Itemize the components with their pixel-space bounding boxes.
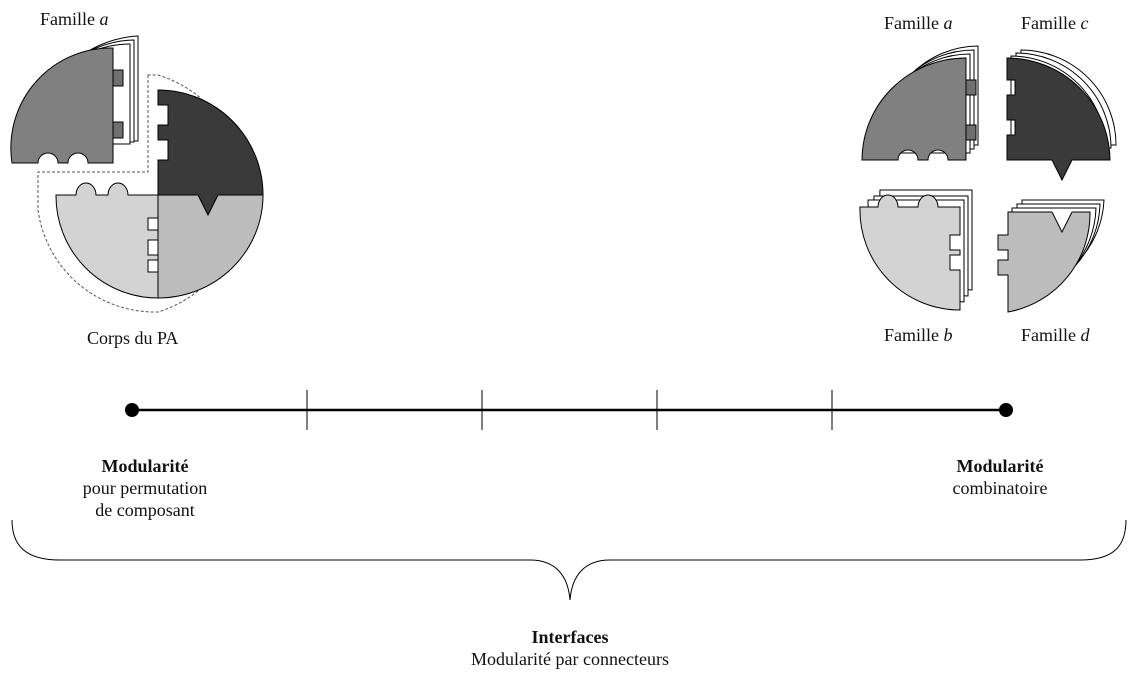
body-label: Corps du PA bbox=[87, 328, 179, 348]
left-family-a-piece bbox=[10, 35, 139, 164]
right-scale-title: Modularité bbox=[956, 456, 1044, 476]
right-family-c-piece bbox=[1006, 49, 1117, 182]
left-assembly bbox=[10, 35, 264, 313]
left-family-b-piece bbox=[55, 182, 159, 299]
scale-right-endpoint bbox=[999, 403, 1013, 417]
right-family-a-label: Famille a bbox=[884, 13, 953, 33]
right-scale-line1: combinatoire bbox=[952, 478, 1048, 498]
right-family-b-label: Famille b bbox=[884, 325, 953, 345]
right-family-d-label: Famille d bbox=[1021, 325, 1090, 345]
right-family-c-label: Famille c bbox=[1021, 13, 1089, 33]
left-family-a-label: Famille a bbox=[40, 9, 109, 29]
right-scale-caption: Modularité combinatoire bbox=[910, 455, 1090, 499]
bottom-subtitle: Modularité par connecteurs bbox=[471, 649, 669, 669]
left-scale-caption: Modularité pour permutation de composant bbox=[50, 455, 240, 521]
right-family-a-piece bbox=[861, 45, 979, 161]
bottom-title: Interfaces bbox=[531, 627, 609, 647]
left-scale-line1: pour permutation bbox=[82, 478, 208, 498]
left-family-c-piece bbox=[157, 89, 264, 217]
right-family-b-piece bbox=[859, 189, 973, 311]
left-family-d-piece bbox=[157, 194, 264, 299]
scale-left-endpoint bbox=[125, 403, 139, 417]
right-family-d-piece bbox=[997, 199, 1105, 313]
left-scale-line2: de composant bbox=[95, 500, 195, 520]
modularity-scale bbox=[125, 390, 1013, 430]
left-scale-title: Modularité bbox=[101, 456, 189, 476]
bottom-caption: Interfaces Modularité par connecteurs bbox=[420, 626, 720, 670]
bottom-brace bbox=[11, 519, 1127, 601]
